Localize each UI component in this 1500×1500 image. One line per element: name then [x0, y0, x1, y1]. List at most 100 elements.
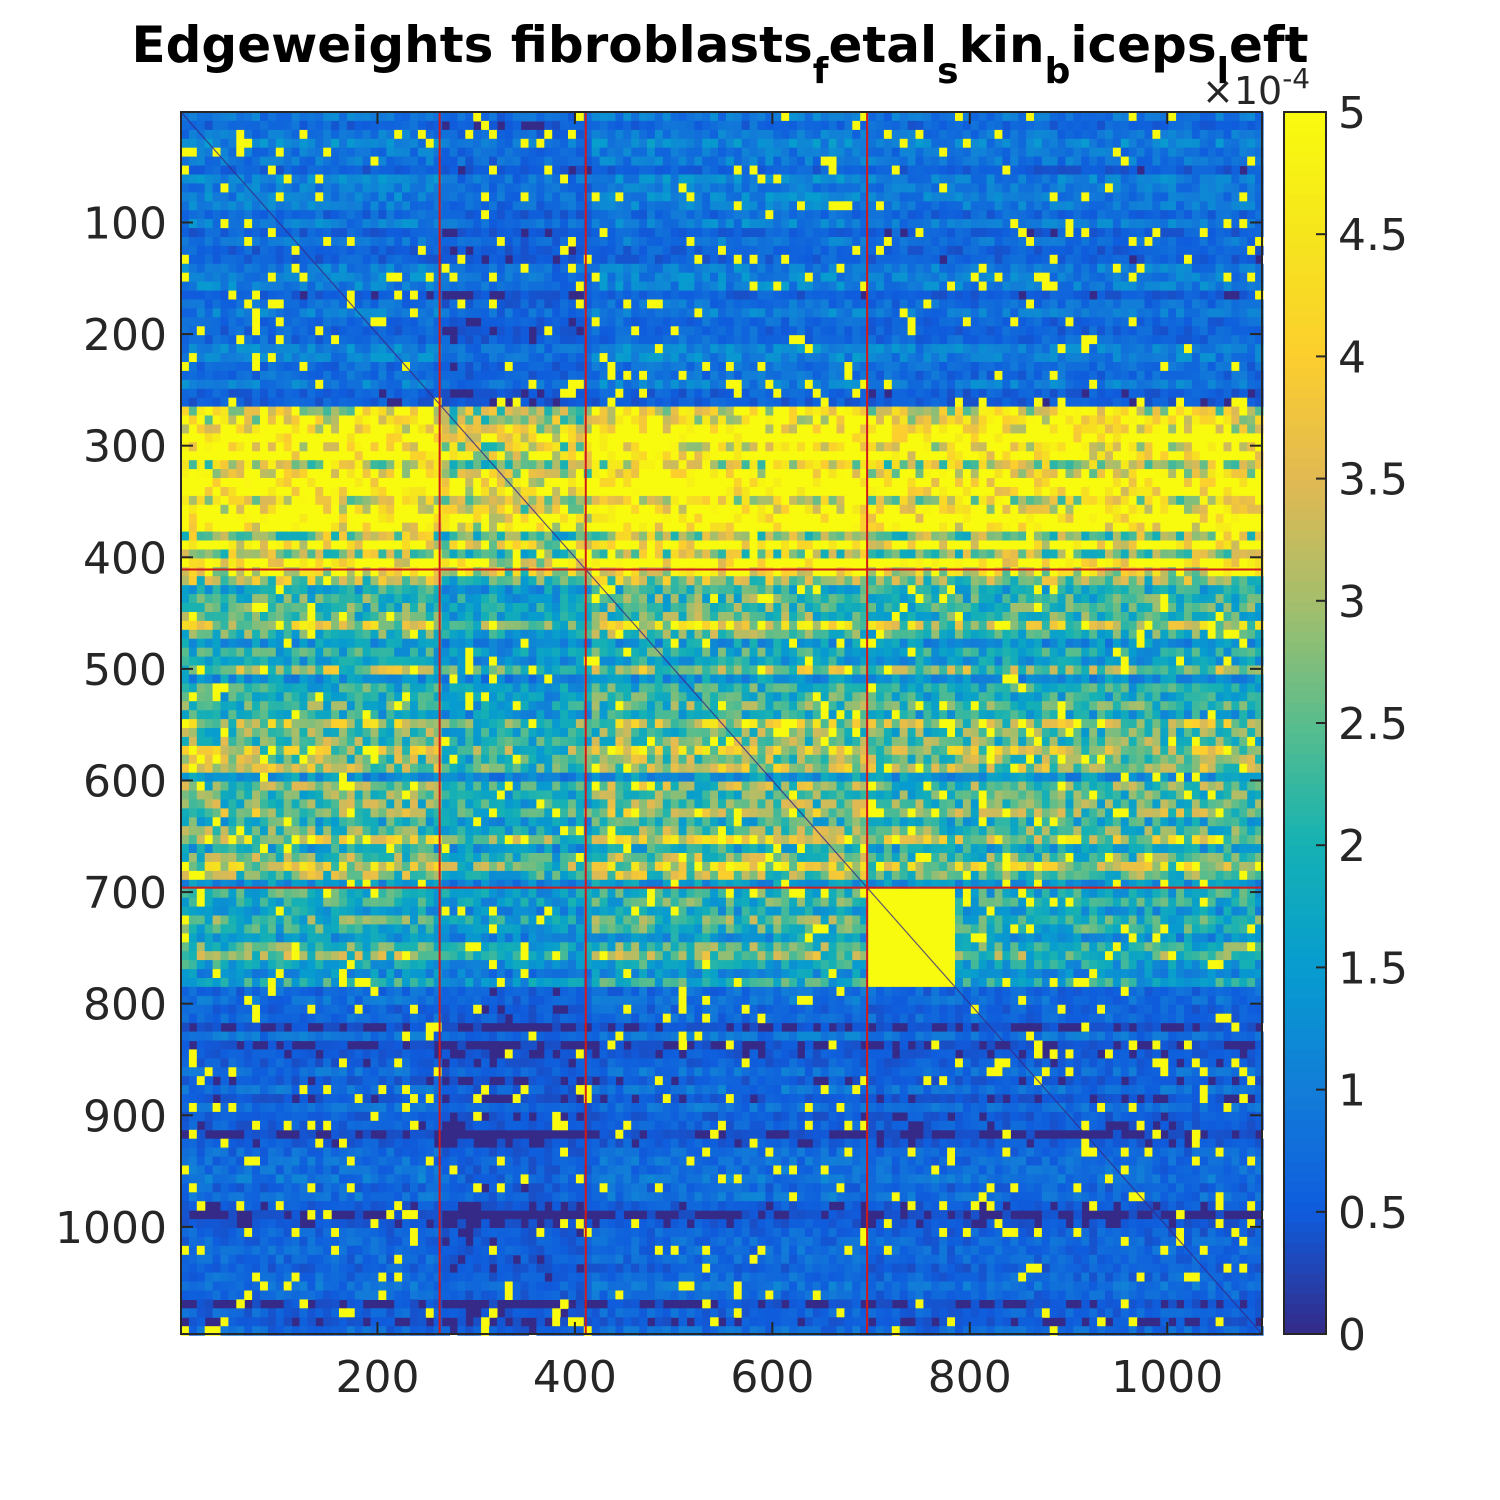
- heatmap-cell: [346, 335, 356, 345]
- heatmap-cell: [765, 424, 774, 434]
- heatmap-cell: [1239, 353, 1248, 363]
- heatmap-cell: [275, 156, 285, 167]
- heatmap-cell: [670, 424, 680, 434]
- heatmap-cell: [1041, 156, 1051, 167]
- heatmap-cell: [370, 245, 379, 256]
- heatmap-cell: [662, 415, 672, 425]
- heatmap-cell: [1255, 370, 1264, 381]
- heatmap-cell: [978, 192, 988, 202]
- heatmap-row: [181, 129, 1264, 140]
- heatmap-cell: [252, 138, 261, 149]
- heatmap-cell: [1097, 397, 1106, 408]
- heatmap-cell: [654, 201, 664, 211]
- heatmap-cell: [852, 237, 861, 247]
- heatmap-cell: [844, 147, 853, 158]
- heatmap-cell: [860, 228, 869, 238]
- heatmap-cell: [725, 353, 735, 363]
- heatmap-cell: [868, 210, 877, 220]
- heatmap-cell: [267, 272, 277, 283]
- heatmap-cell: [1207, 219, 1217, 229]
- heatmap-cell: [204, 299, 214, 309]
- heatmap-cell: [781, 344, 790, 354]
- heatmap-cell: [410, 112, 419, 122]
- heatmap-cell: [331, 237, 340, 247]
- heatmap-cell: [931, 344, 940, 354]
- heatmap-cell: [670, 165, 680, 176]
- heatmap-cell: [670, 281, 680, 292]
- heatmap-cell: [647, 335, 656, 345]
- heatmap-cell: [1136, 388, 1146, 399]
- heatmap-cell: [797, 183, 806, 193]
- heatmap-cell: [1247, 174, 1256, 184]
- heatmap-cell: [868, 379, 877, 390]
- heatmap-cell: [1191, 397, 1201, 408]
- heatmap-cell: [489, 192, 498, 202]
- heatmap-cell: [512, 281, 522, 292]
- heatmap-cell: [465, 370, 474, 381]
- heatmap-cell: [228, 397, 237, 408]
- heatmap-cell: [1239, 174, 1248, 184]
- heatmap-cell: [907, 165, 917, 176]
- heatmap-cell: [678, 353, 688, 363]
- heatmap-cell: [560, 362, 569, 372]
- heatmap-cell: [694, 281, 703, 292]
- heatmap-cell: [481, 308, 490, 318]
- heatmap-cell: [694, 370, 703, 381]
- heatmap-cell: [496, 281, 506, 292]
- heatmap-cell: [378, 281, 387, 292]
- heatmap-cell: [1112, 397, 1122, 408]
- heatmap-cell: [1152, 165, 1161, 176]
- heatmap-cell: [647, 281, 656, 292]
- heatmap-cell: [1057, 147, 1067, 158]
- heatmap-cell: [560, 388, 569, 399]
- heatmap-cell: [1034, 379, 1043, 390]
- heatmap-cell: [1049, 165, 1059, 176]
- heatmap-cell: [402, 263, 411, 274]
- heatmap-cell: [1128, 308, 1138, 318]
- heatmap-cell: [362, 290, 372, 301]
- heatmap-cell: [947, 254, 956, 265]
- heatmap-cell: [820, 379, 830, 390]
- heatmap-cell: [797, 210, 806, 220]
- heatmap-cell: [307, 219, 316, 229]
- heatmap-cell: [1018, 263, 1027, 274]
- heatmap-cell: [1128, 192, 1138, 202]
- heatmap-cell: [1184, 254, 1193, 265]
- heatmap-cell: [188, 290, 198, 301]
- heatmap-cell: [678, 379, 688, 390]
- heatmap-cell: [915, 424, 924, 434]
- heatmap-cell: [883, 112, 893, 122]
- heatmap-cell: [915, 335, 924, 345]
- heatmap-cell: [204, 388, 214, 399]
- heatmap-cell: [781, 129, 790, 140]
- heatmap-cell: [702, 147, 711, 158]
- heatmap-cell: [828, 388, 838, 399]
- heatmap-cell: [433, 433, 443, 443]
- heatmap-cell: [228, 335, 237, 345]
- heatmap-cell: [220, 308, 229, 318]
- heatmap-cell: [1247, 326, 1256, 336]
- heatmap-cell: [947, 165, 956, 176]
- heatmap-cell: [781, 192, 790, 202]
- heatmap-cell: [662, 183, 672, 193]
- heatmap-cell: [852, 263, 861, 274]
- heatmap-cell: [473, 165, 482, 176]
- heatmap-cell: [1144, 147, 1153, 158]
- heatmap-cell: [339, 379, 348, 390]
- heatmap-cell: [425, 165, 435, 176]
- heatmap-cell: [1073, 290, 1082, 301]
- heatmap-cell: [662, 362, 672, 372]
- heatmap-cell: [607, 353, 616, 363]
- heatmap-cell: [520, 156, 530, 167]
- heatmap-cell: [425, 326, 435, 336]
- heatmap-cell: [449, 120, 458, 131]
- heatmap-cell: [1128, 388, 1138, 399]
- heatmap-cell: [1065, 237, 1074, 247]
- heatmap-cell: [417, 424, 427, 434]
- heatmap-cell: [1191, 335, 1201, 345]
- heatmap-cell: [346, 129, 356, 140]
- heatmap-cell: [765, 156, 774, 167]
- heatmap-cell: [299, 272, 308, 283]
- heatmap-cell: [1073, 165, 1082, 176]
- heatmap-cell: [639, 299, 648, 309]
